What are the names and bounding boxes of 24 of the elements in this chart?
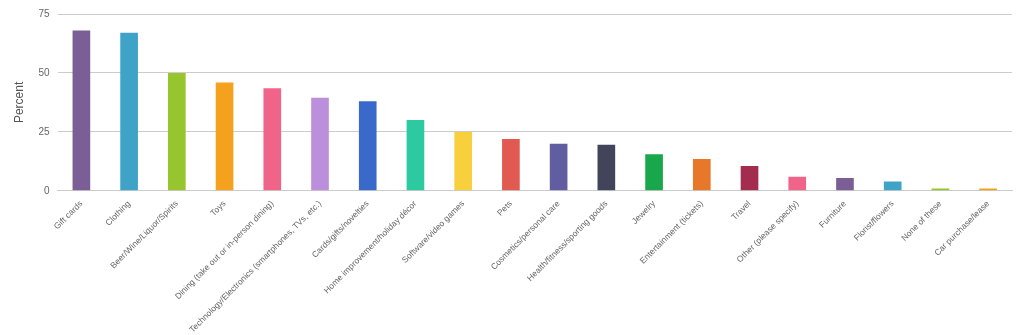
bar	[883, 181, 902, 191]
bar	[215, 82, 234, 191]
bar	[406, 120, 425, 191]
bar	[72, 30, 91, 191]
bar	[311, 97, 329, 191]
y-axis-title: Percent	[11, 81, 26, 124]
y-tick-label: 50	[38, 66, 50, 78]
bar	[358, 101, 377, 191]
bar	[168, 72, 186, 191]
bar	[597, 144, 616, 191]
bar	[740, 166, 759, 191]
bar	[645, 154, 663, 191]
x-tick-label: Toys	[208, 198, 228, 218]
bar	[454, 131, 473, 191]
bar	[692, 159, 711, 191]
bar	[788, 176, 807, 191]
y-tick-label: 25	[38, 125, 50, 137]
bar	[836, 177, 854, 191]
y-tick-label: 75	[38, 7, 50, 19]
bar	[502, 138, 520, 191]
bar	[263, 88, 282, 191]
bar	[549, 143, 568, 191]
y-tick-label: 0	[43, 184, 50, 196]
bar	[120, 32, 138, 191]
